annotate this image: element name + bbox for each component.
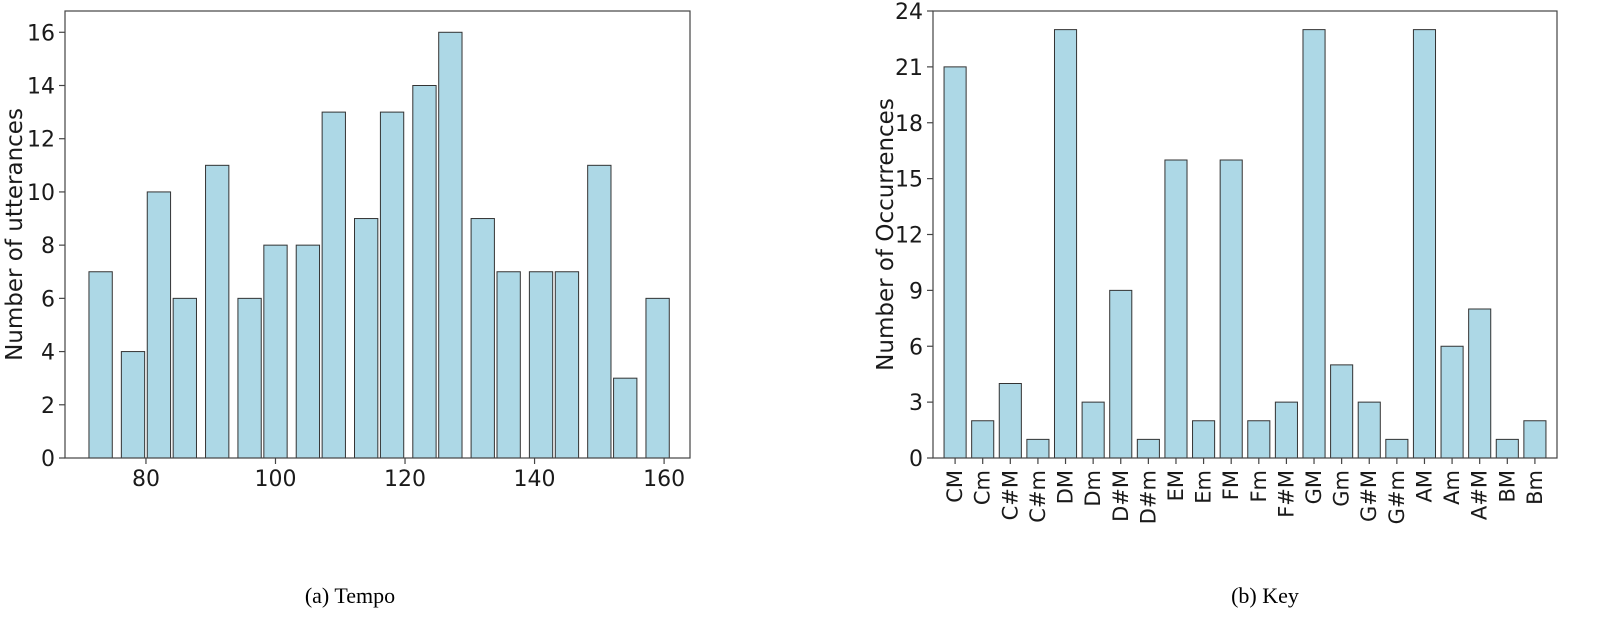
tempo-chart: 0 2 4 6 8 10 12 14 16 80 100 120 140 160 Number of utt… — [2, 10, 691, 492]
y-tick-label: 18 — [895, 112, 923, 137]
y-tick-label: 21 — [895, 56, 923, 81]
bar — [321, 111, 346, 459]
x-tick-label: Cm — [971, 470, 995, 505]
x-tick-label: Em — [1192, 470, 1216, 504]
y-tick-label: 3 — [909, 391, 923, 416]
x-tick-label: CM — [943, 470, 967, 503]
x-tick-label: 80 — [132, 467, 160, 492]
bar — [554, 271, 580, 459]
bar — [172, 297, 197, 459]
bar — [1412, 29, 1437, 459]
y-tick-label: 12 — [895, 224, 923, 249]
bar — [470, 218, 495, 459]
bar — [1247, 420, 1271, 459]
bar — [528, 271, 554, 459]
x-tick-label: D#M — [1109, 470, 1133, 522]
bar — [1109, 289, 1133, 459]
caption-tempo: (a) Tempo — [304, 583, 396, 608]
bar — [1026, 438, 1050, 459]
bar — [1081, 401, 1105, 459]
bar — [645, 297, 670, 459]
y-axis-label: Number of Occurrences — [873, 98, 899, 371]
bar — [1053, 29, 1078, 459]
x-tick-label: 140 — [514, 467, 556, 492]
bar — [1385, 438, 1409, 459]
y-tick-label: 0 — [41, 447, 55, 472]
bar — [1192, 420, 1216, 459]
bar — [237, 297, 262, 459]
x-tick-label: 120 — [384, 467, 426, 492]
bar — [1357, 401, 1381, 459]
y-tick-label: 8 — [41, 234, 55, 259]
bar — [1164, 159, 1188, 459]
bar — [1274, 401, 1298, 459]
x-tick-label: BM — [1495, 470, 1519, 503]
bar — [1468, 308, 1492, 459]
bar — [412, 85, 437, 459]
bar — [496, 271, 521, 459]
bar — [295, 244, 321, 459]
x-tick-label: F#M — [1274, 470, 1298, 518]
bar — [354, 218, 379, 459]
x-tick-label: Gm — [1330, 470, 1354, 507]
caption-key: (b) Key — [1231, 583, 1299, 608]
key-chart: 0 3 6 9 12 15 18 21 24 CM Cm C#M C#m DM Dm D#M D#m EM Em FM… — [873, 0, 1558, 524]
bar — [205, 164, 230, 459]
bar — [263, 244, 288, 459]
x-tick-label: GM — [1302, 470, 1326, 504]
x-tick-label: 160 — [643, 467, 685, 492]
bar — [438, 31, 463, 459]
bar — [943, 66, 967, 459]
bar — [971, 420, 995, 459]
y-tick-label: 12 — [27, 128, 55, 153]
x-tick-label: A#M — [1468, 470, 1492, 520]
x-tick-label: AM — [1412, 470, 1436, 502]
y-tick-label: 15 — [895, 168, 923, 193]
y-axis-label: Number of utterances — [2, 108, 28, 361]
y-tick-label: 24 — [895, 0, 923, 25]
x-tick-label: C#m — [1026, 470, 1050, 523]
bar — [1440, 345, 1464, 459]
bar — [379, 111, 405, 459]
bar — [587, 164, 612, 459]
y-tick-label: 10 — [27, 181, 55, 206]
y-tick-label: 0 — [909, 447, 923, 472]
x-tick-label: C#M — [998, 470, 1022, 520]
y-tick-label: 14 — [27, 75, 55, 100]
x-tick-label: 100 — [254, 467, 296, 492]
y-tick-label: 6 — [909, 335, 923, 360]
x-tick-label: Dm — [1081, 470, 1105, 507]
bar — [1523, 420, 1547, 459]
y-tick-label: 16 — [27, 21, 55, 46]
x-tick-label: EM — [1164, 470, 1188, 501]
x-tick-label: Am — [1440, 470, 1464, 505]
x-tick-label: D#m — [1136, 470, 1160, 524]
bar — [1219, 159, 1243, 459]
y-tick-label: 2 — [41, 394, 55, 419]
y-tick-label: 4 — [41, 341, 55, 366]
bar — [88, 271, 113, 459]
bar — [146, 191, 172, 459]
x-tick-label: G#M — [1357, 470, 1381, 522]
bar — [1302, 29, 1326, 459]
bar — [120, 351, 146, 459]
bar — [1330, 364, 1354, 459]
y-tick-label: 6 — [41, 287, 55, 312]
x-tick-label: Bm — [1523, 470, 1547, 505]
bar — [613, 377, 638, 459]
bar — [1495, 438, 1519, 459]
plot-frame — [64, 10, 691, 459]
x-tick-label: DM — [1054, 470, 1078, 504]
bar — [1136, 438, 1160, 459]
x-tick-label: Fm — [1247, 470, 1271, 503]
bar — [998, 383, 1022, 459]
x-tick-label: FM — [1219, 470, 1243, 500]
y-tick-label: 9 — [909, 279, 923, 304]
x-tick-label: G#m — [1385, 470, 1409, 524]
